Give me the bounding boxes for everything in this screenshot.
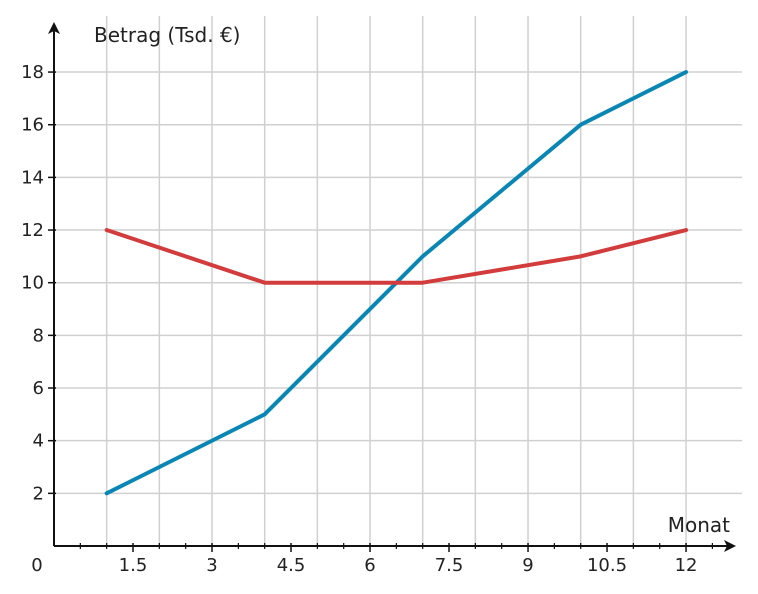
y-tick-label: 18 bbox=[21, 62, 44, 83]
axes bbox=[48, 22, 736, 552]
x-tick-label: 4.5 bbox=[277, 555, 306, 576]
series-line-2 bbox=[104, 228, 689, 285]
y-tick-label: 14 bbox=[21, 167, 44, 188]
x-tick-label: 7.5 bbox=[435, 555, 464, 576]
x-tick-label: 12 bbox=[675, 555, 698, 576]
tick-marks bbox=[48, 71, 713, 552]
y-tick-label: 2 bbox=[33, 483, 44, 504]
series-layer bbox=[104, 70, 689, 496]
x-tick-label: 1.5 bbox=[119, 555, 148, 576]
y-tick-label: 4 bbox=[33, 431, 44, 452]
y-tick-label: 6 bbox=[33, 378, 44, 399]
x-axis-arrow bbox=[724, 540, 736, 552]
tick-labels: 1.5 3 4.5 6 7.5 9 10.5 12 2 4 6 8 10 12 14 16 18 bbox=[21, 62, 697, 576]
origin-label: 0 bbox=[31, 555, 42, 576]
y-axis-title: Betrag (Tsd. €) bbox=[94, 23, 240, 47]
y-tick-label: 12 bbox=[21, 220, 44, 241]
x-axis-title: Monat bbox=[668, 513, 730, 537]
y-tick-label: 10 bbox=[21, 273, 44, 294]
y-tick-label: 16 bbox=[21, 115, 44, 136]
series-line-1 bbox=[104, 70, 689, 496]
x-tick-label: 3 bbox=[206, 555, 217, 576]
x-tick-label: 10.5 bbox=[587, 555, 627, 576]
x-tick-label: 9 bbox=[522, 555, 533, 576]
x-tick-label: 6 bbox=[364, 555, 375, 576]
y-tick-label: 8 bbox=[33, 325, 44, 346]
y-axis-arrow bbox=[48, 22, 60, 34]
